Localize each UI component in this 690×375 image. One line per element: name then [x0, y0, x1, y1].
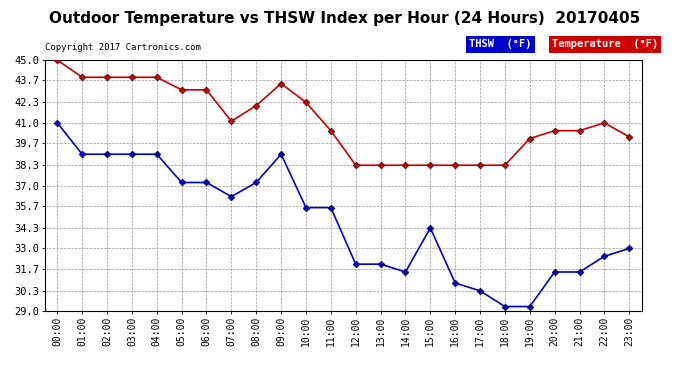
Text: Temperature  (°F): Temperature (°F): [552, 39, 658, 50]
Text: THSW  (°F): THSW (°F): [469, 39, 532, 50]
Text: Copyright 2017 Cartronics.com: Copyright 2017 Cartronics.com: [45, 43, 201, 52]
Text: Outdoor Temperature vs THSW Index per Hour (24 Hours)  20170405: Outdoor Temperature vs THSW Index per Ho…: [50, 11, 640, 26]
